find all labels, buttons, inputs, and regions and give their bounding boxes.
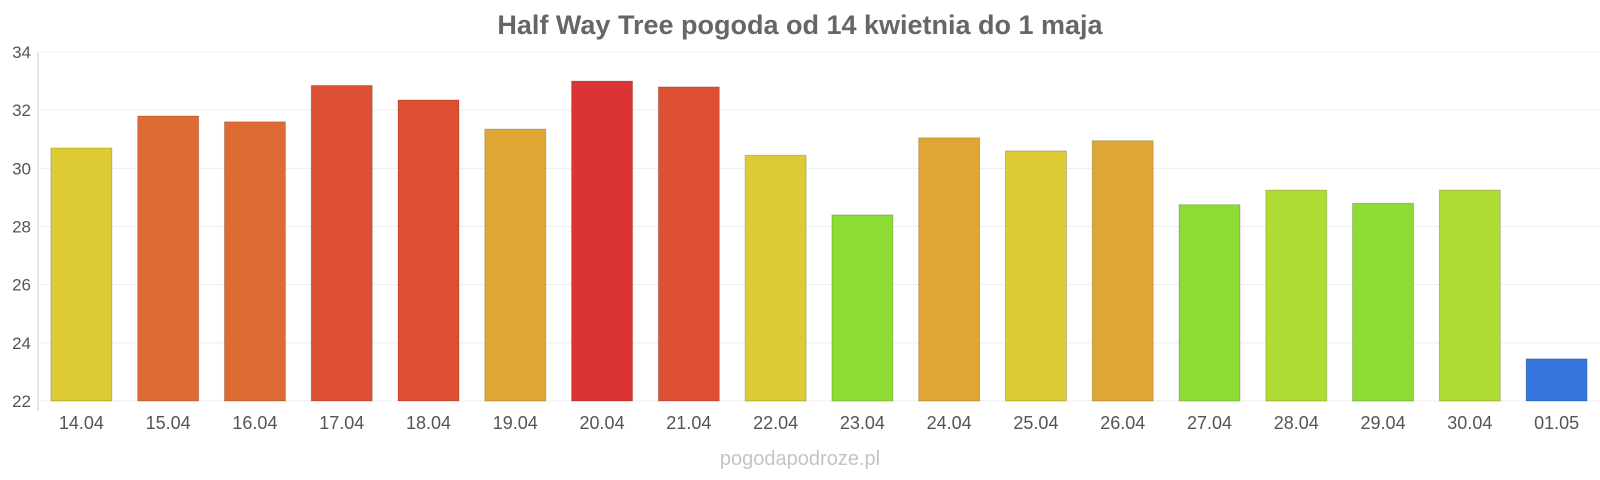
x-tick-label: 17.04: [319, 413, 364, 433]
bar: [1525, 358, 1588, 402]
y-tick-label: 34: [12, 43, 31, 62]
x-tick-label: 19.04: [493, 413, 538, 433]
grid-lines: [38, 51, 1600, 402]
y-tick-label: 32: [12, 101, 31, 120]
bar: [1265, 189, 1328, 402]
x-tick-label: 01.05: [1534, 413, 1579, 433]
bar: [137, 115, 200, 402]
bar: [831, 214, 894, 402]
bar: [1178, 204, 1241, 402]
x-tick-label: 20.04: [580, 413, 625, 433]
bar: [310, 84, 373, 402]
y-tick-label: 30: [12, 159, 31, 178]
x-tick-label: 30.04: [1447, 413, 1492, 433]
y-axis: 22 24 26 28 30 32 34: [12, 43, 39, 411]
bar: [50, 147, 113, 402]
bar: [918, 137, 981, 402]
x-tick-label: 27.04: [1187, 413, 1232, 433]
watermark: pogodapodroze.pl: [720, 448, 880, 470]
x-tick-label: 21.04: [666, 413, 711, 433]
bar: [1091, 140, 1154, 402]
x-tick-label: 26.04: [1100, 413, 1145, 433]
bar: [1438, 189, 1501, 402]
bar: [744, 154, 807, 402]
x-tick-label: 25.04: [1013, 413, 1058, 433]
bar: [397, 99, 460, 402]
chart-title: Half Way Tree pogoda od 14 kwietnia do 1…: [497, 10, 1103, 40]
y-tick-label: 24: [12, 334, 31, 353]
bar: [571, 80, 634, 402]
x-tick-label: 14.04: [59, 413, 104, 433]
bar: [484, 128, 547, 402]
bar: [223, 121, 286, 402]
y-tick-label: 28: [12, 218, 31, 237]
y-tick-label: 26: [12, 276, 31, 295]
x-tick-label: 29.04: [1361, 413, 1406, 433]
x-tick-label: 18.04: [406, 413, 451, 433]
x-tick-label: 24.04: [927, 413, 972, 433]
x-tick-label: 16.04: [232, 413, 277, 433]
x-tick-label: 15.04: [146, 413, 191, 433]
x-tick-label: 22.04: [753, 413, 798, 433]
bars: [50, 80, 1588, 402]
bar: [657, 86, 720, 402]
x-axis: 14.04 15.04 16.04 17.04 18.04 19.04 20.04 21.04…: [59, 413, 1579, 433]
bar: [1352, 202, 1415, 402]
x-tick-label: 28.04: [1274, 413, 1319, 433]
bar: [1004, 150, 1067, 402]
x-tick-label: 23.04: [840, 413, 885, 433]
y-tick-label: 22: [12, 392, 31, 411]
